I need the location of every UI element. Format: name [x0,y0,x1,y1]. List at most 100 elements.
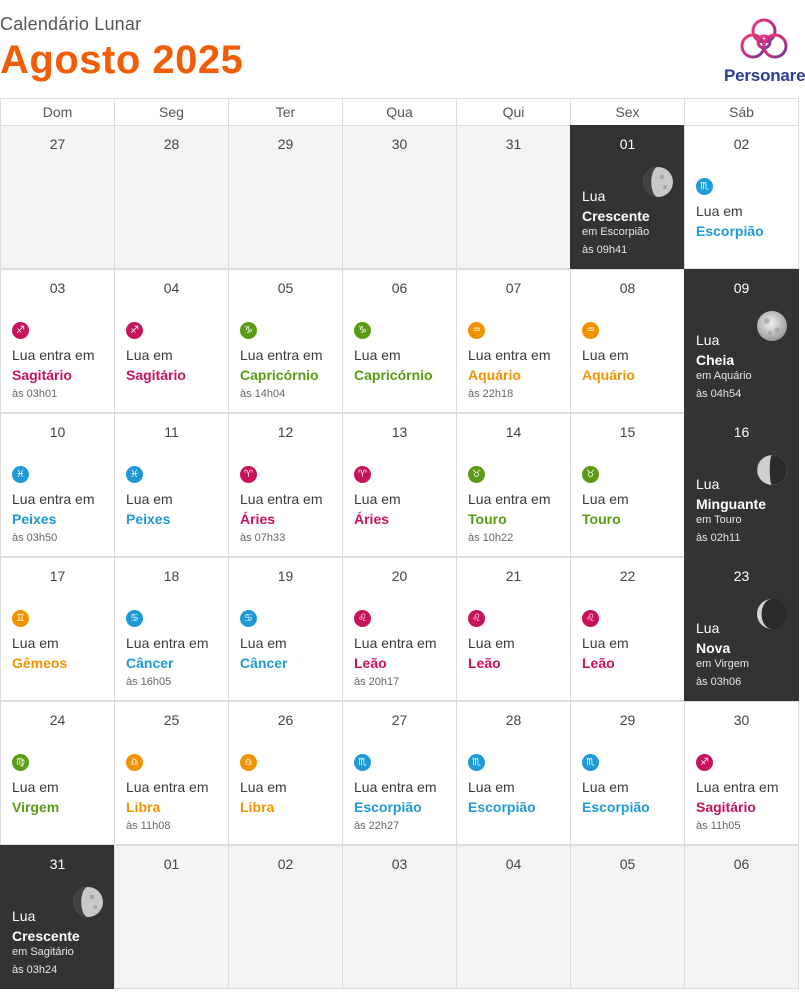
moon-phase-name: Crescente [582,208,650,224]
moon-phase-day-cell[interactable]: 16 Lua Minguante em Touro às 02h11 [684,413,799,557]
zodiac-sign-icon: ♓ [126,466,143,483]
day-cell[interactable]: 08 ♒ Lua em Aquário [570,269,685,413]
zodiac-sign-name: Escorpião [354,799,422,815]
day-cell[interactable]: 05 ♑ Lua entra em Capricórnio às 14h04 [228,269,343,413]
zodiac-sign-icon: ♌ [354,610,371,627]
other-month-day-cell[interactable]: 29 [228,125,343,269]
phase-time: às 04h54 [696,388,742,400]
zodiac-sign-name: Touro [468,511,507,527]
page-title: Agosto 2025 [0,38,244,82]
moon-label: Lua [12,908,36,924]
other-month-day-cell[interactable]: 30 [342,125,457,269]
day-number: 07 [505,280,522,296]
day-cell[interactable]: 29 ♏ Lua em Escorpião [570,701,685,845]
day-cell[interactable]: 10 ♓ Lua entra em Peixes às 03h50 [0,413,115,557]
phase-time: às 02h11 [696,532,741,544]
moon-label: Lua [696,332,720,348]
calendar-week-row: 27 28 29 30 31 01 Lua Crescente em Escorpião às 0… [0,125,805,270]
moon-status-text: Lua entra em [354,635,437,651]
other-month-day-cell[interactable]: 05 [570,845,685,989]
day-number: 24 [49,712,66,728]
day-cell[interactable]: 15 ♉ Lua em Touro [570,413,685,557]
zodiac-sign-icon: ♐ [12,322,29,339]
moon-label: Lua [696,620,720,636]
zodiac-sign-icon: ♏ [354,754,371,771]
day-number: 30 [391,136,408,152]
other-month-day-cell[interactable]: 02 [228,845,343,989]
moon-phase-day-cell[interactable]: 31 Lua Crescente em Sagitário às 03h24 [0,845,115,989]
moon-phase-icon-wrapper [641,162,675,202]
day-cell[interactable]: 03 ♐ Lua entra em Sagitário às 03h01 [0,269,115,413]
entry-time: às 11h05 [696,820,741,832]
other-month-day-cell[interactable]: 06 [684,845,799,989]
day-cell[interactable]: 30 ♐ Lua entra em Sagitário às 11h05 [684,701,799,845]
zodiac-sign-icon: ♋ [126,610,143,627]
zodiac-sign-name: Sagitário [12,367,72,383]
day-cell[interactable]: 17 ♊ Lua em Gêmeos [0,557,115,701]
moon-phase-day-cell[interactable]: 01 Lua Crescente em Escorpião às 09h41 [570,125,685,269]
page-subtitle: Calendário Lunar [0,14,142,34]
day-cell[interactable]: 18 ♋ Lua entra em Câncer às 16h05 [114,557,229,701]
moon-phase-icon [757,311,787,341]
weekday-label: Ter [228,98,343,126]
day-cell[interactable]: 21 ♌ Lua em Leão [456,557,571,701]
other-month-day-cell[interactable]: 31 [456,125,571,269]
entry-time: às 03h50 [12,532,58,544]
moon-phase-day-cell[interactable]: 09 Lua Cheia em Aquário às 04h54 [684,269,799,413]
personare-logo-icon [740,18,788,59]
zodiac-sign-name: Áries [240,511,276,527]
moon-label: Lua [582,188,606,204]
other-month-day-cell[interactable]: 27 [0,125,115,269]
moon-phase-day-cell[interactable]: 23 Lua Nova em Virgem às 03h06 [684,557,799,701]
moon-sign-text: em Aquário [696,370,752,382]
moon-status-text: Lua em [696,203,743,219]
moon-phase-name: Nova [696,640,731,656]
day-cell[interactable]: 28 ♏ Lua em Escorpião [456,701,571,845]
day-number: 05 [277,280,294,296]
moon-phase-icon-wrapper [755,594,789,634]
day-cell[interactable]: 20 ♌ Lua entra em Leão às 20h17 [342,557,457,701]
day-number: 01 [163,856,180,872]
day-cell[interactable]: 27 ♏ Lua entra em Escorpião às 22h27 [342,701,457,845]
other-month-day-cell[interactable]: 28 [114,125,229,269]
day-cell[interactable]: 11 ♓ Lua em Peixes [114,413,229,557]
other-month-day-cell[interactable]: 03 [342,845,457,989]
moon-sign-text: em Escorpião [582,226,650,238]
day-cell[interactable]: 14 ♉ Lua entra em Touro às 10h22 [456,413,571,557]
zodiac-sign-name: Capricórnio [354,367,433,383]
day-cell[interactable]: 04 ♐ Lua em Sagitário [114,269,229,413]
personare-logo[interactable]: Personare [722,16,805,88]
day-cell[interactable]: 12 ♈ Lua entra em Áries às 07h33 [228,413,343,557]
day-number: 12 [277,424,294,440]
moon-status-text: Lua entra em [468,347,551,363]
day-cell[interactable]: 26 ♎ Lua em Libra [228,701,343,845]
moon-phase-icon-wrapper [755,450,789,490]
day-cell[interactable]: 02 ♏ Lua em Escorpião [684,125,799,269]
zodiac-sign-icon: ♏ [582,754,599,771]
zodiac-sign-name: Touro [582,511,621,527]
day-cell[interactable]: 19 ♋ Lua em Câncer [228,557,343,701]
day-cell[interactable]: 07 ♒ Lua entra em Aquário às 22h18 [456,269,571,413]
moon-status-text: Lua em [12,779,59,795]
day-number: 31 [505,136,522,152]
day-number: 01 [619,136,636,152]
day-cell[interactable]: 22 ♌ Lua em Leão [570,557,685,701]
zodiac-sign-icon: ♎ [240,754,257,771]
day-cell[interactable]: 13 ♈ Lua em Áries [342,413,457,557]
day-cell[interactable]: 24 ♍ Lua em Virgem [0,701,115,845]
entry-time: às 14h04 [240,388,286,400]
day-cell[interactable]: 06 ♑ Lua em Capricórnio [342,269,457,413]
other-month-day-cell[interactable]: 04 [456,845,571,989]
moon-status-text: Lua em [468,779,515,795]
entry-time: às 16h05 [126,676,172,688]
day-cell[interactable]: 25 ♎ Lua entra em Libra às 11h08 [114,701,229,845]
moon-status-text: Lua em [240,635,287,651]
other-month-day-cell[interactable]: 01 [114,845,229,989]
zodiac-sign-icon: ♌ [468,610,485,627]
day-number: 09 [733,280,750,296]
zodiac-sign-name: Libra [240,799,275,815]
zodiac-sign-icon: ♈ [354,466,371,483]
day-number: 06 [733,856,750,872]
weekday-label: Qui [456,98,571,126]
moon-sign-text: em Sagitário [12,946,74,958]
